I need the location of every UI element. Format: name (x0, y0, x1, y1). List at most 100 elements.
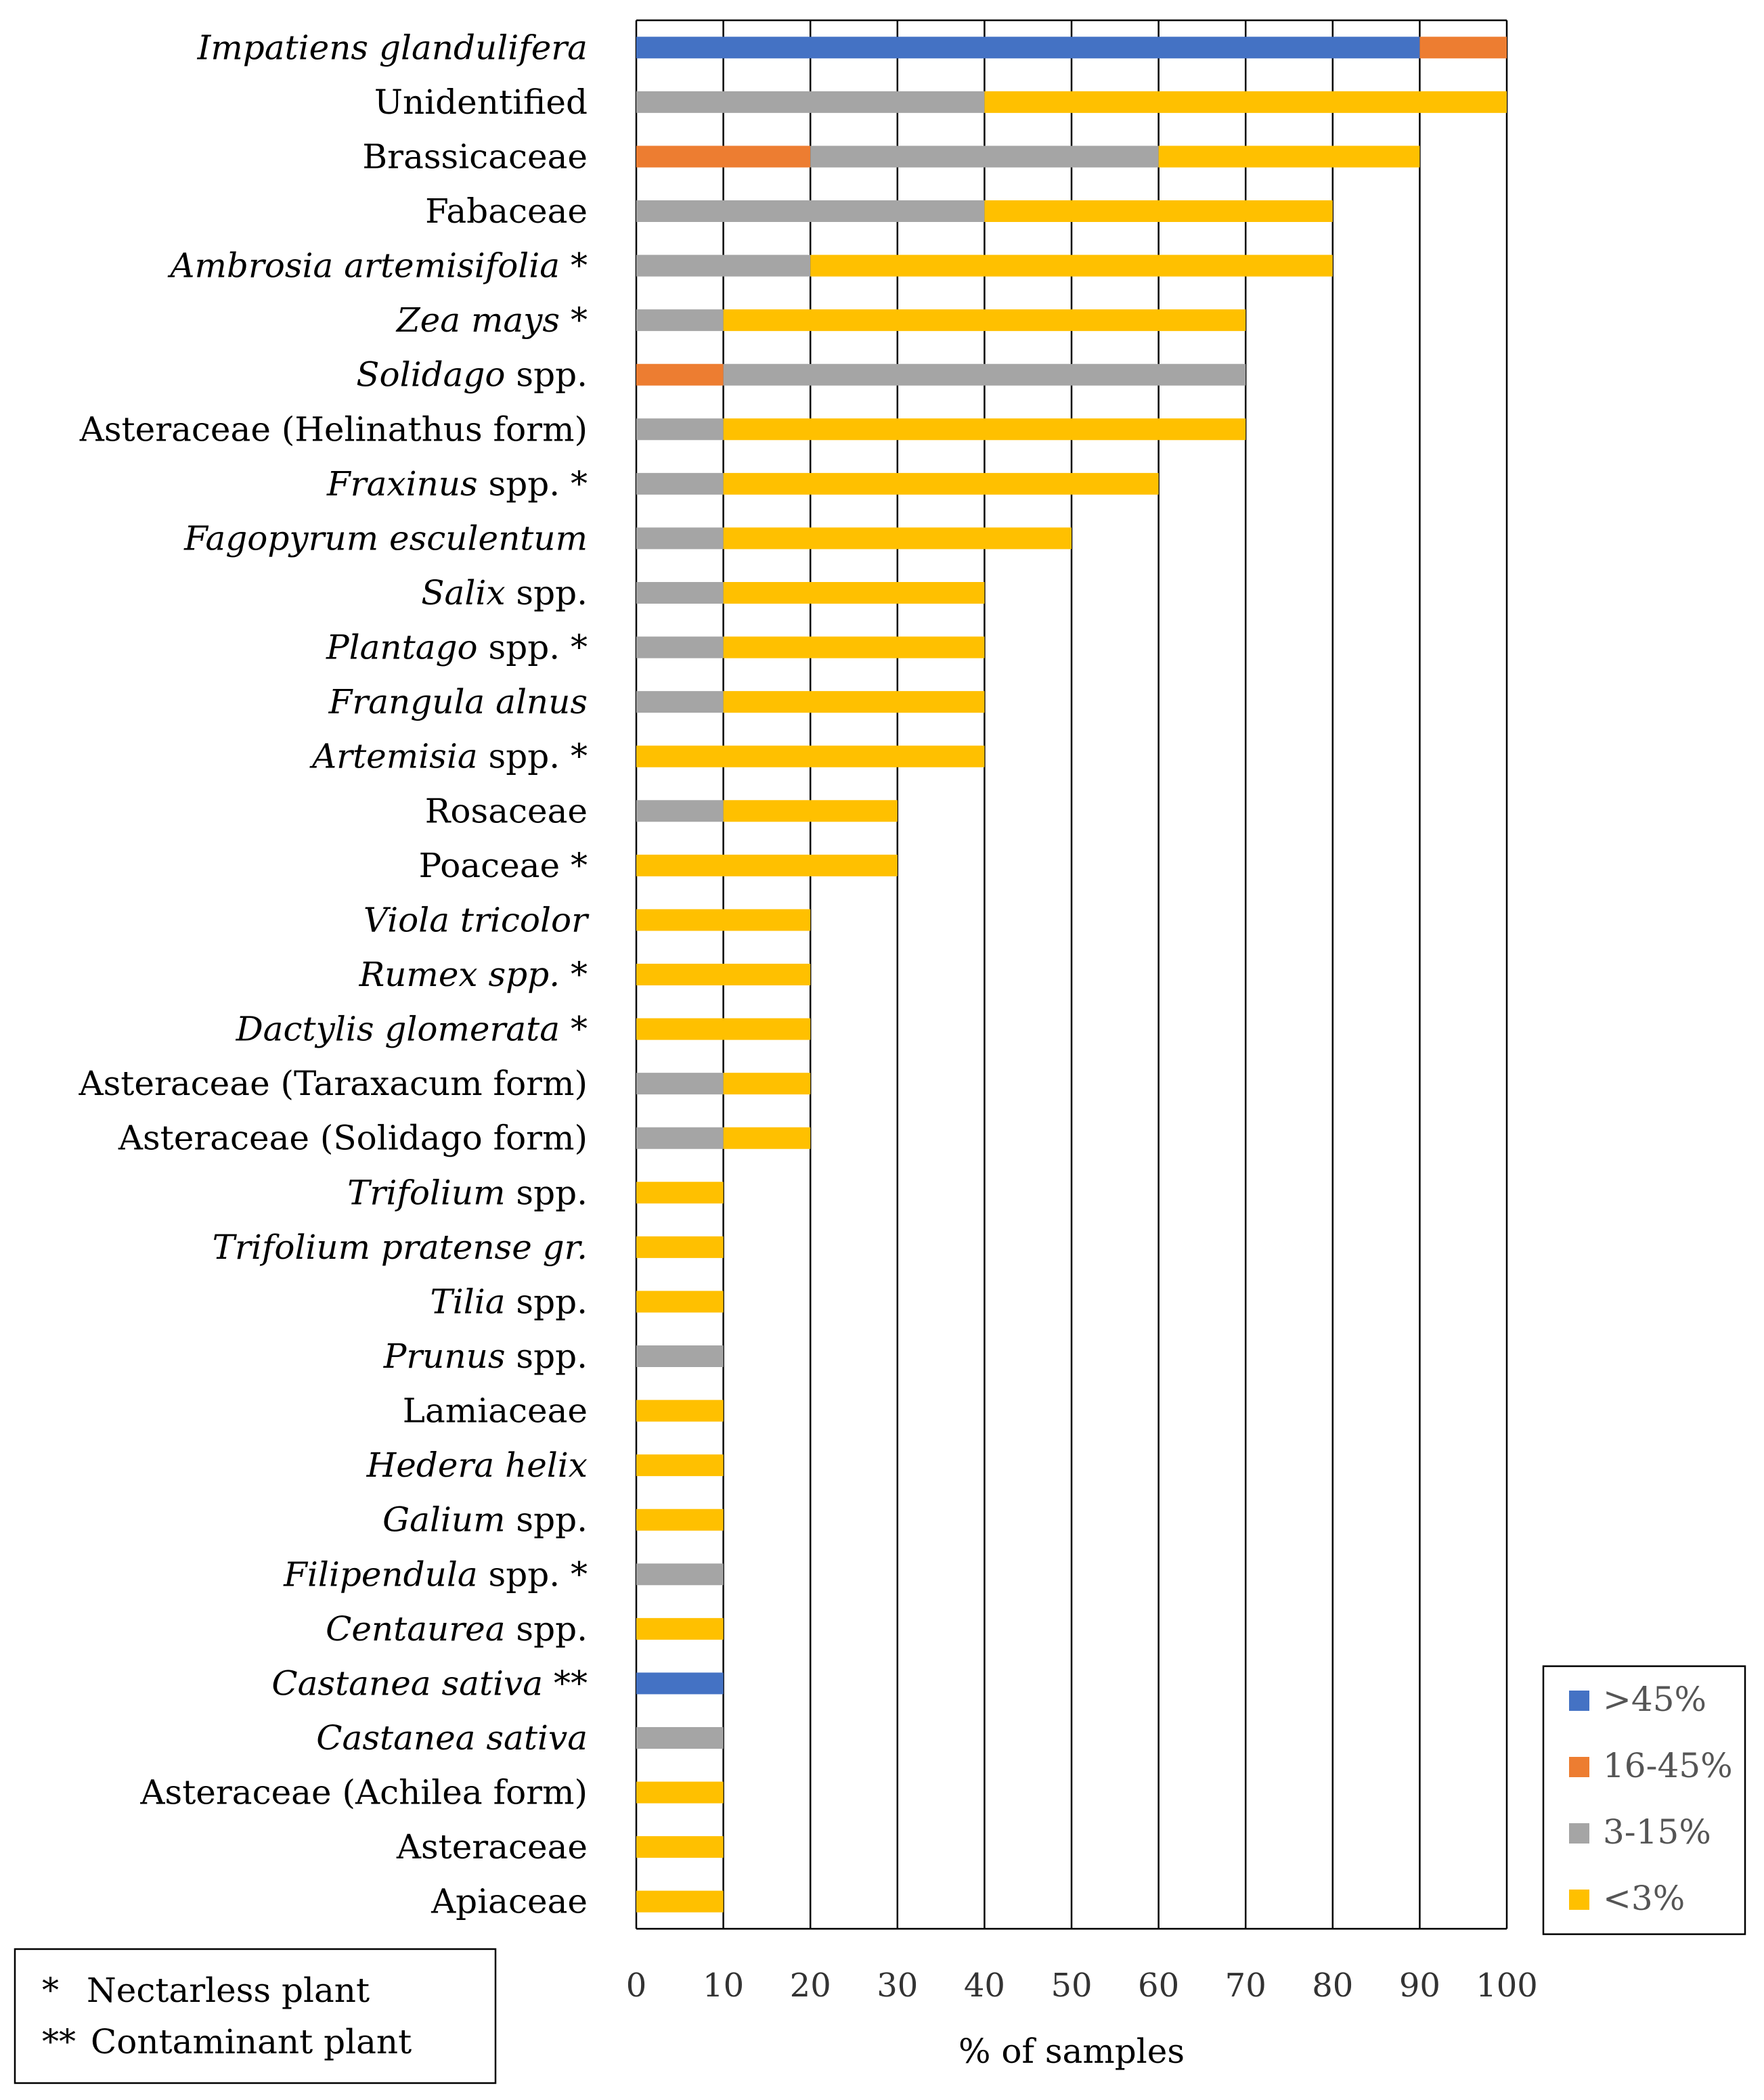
category-label-part-24-1: spp. (506, 1337, 588, 1376)
bar-segment-0-1 (1419, 37, 1507, 59)
category-label-12: Frangula alnus (328, 682, 588, 721)
category-label-part-14-0: Rosaceae (425, 791, 588, 830)
category-label-part-13-1: spp. * (478, 737, 588, 776)
category-label-30: Castanea sativa ** (271, 1663, 588, 1703)
bar-segment-5-3 (723, 309, 1246, 332)
category-label-3: Fabaceae (425, 192, 588, 231)
bar-segment-8-3 (723, 472, 1159, 495)
category-labels: Impatiens glandulifera Unidentified Brassi… (79, 28, 590, 1921)
category-label-22: Trifolium pratense gr. (213, 1228, 588, 1267)
category-label-part-23-1: spp. (506, 1282, 588, 1321)
category-label-34: Apiaceae (431, 1882, 588, 1921)
x-tick-30: 30 (877, 1967, 918, 2005)
category-label-13: Artemisia spp. * (309, 737, 588, 776)
category-label-part-10-0: Salix (421, 573, 505, 612)
bar-segment-6-1 (636, 363, 724, 386)
legend-label-2: 3-15% (1603, 1812, 1711, 1852)
category-label-9: Fagopyrum esculentum (183, 518, 588, 558)
category-label-31: Castanea sativa (316, 1718, 588, 1758)
category-label-part-29-0: Centaurea (326, 1609, 505, 1649)
bar-segment-19-2 (636, 1073, 724, 1095)
category-label-part-8-0: Fraxinus (326, 464, 478, 504)
category-label-10: Salix spp. (421, 573, 588, 612)
category-label-part-11-0: Plantago (326, 628, 478, 667)
category-label-7: Asteraceae (Helinathus form) (79, 409, 588, 449)
x-tick-40: 40 (964, 1967, 1005, 2005)
x-tick-labels: 0 10 20 30 40 50 60 70 80 90 100 (626, 1967, 1538, 2005)
bar-segment-8-2 (636, 472, 724, 495)
bar-segment-29-3 (636, 1617, 724, 1640)
bar-segment-32-3 (636, 1781, 724, 1804)
notes-box: * Nectarless plant ** Contaminant plant (14, 1948, 497, 2084)
note-symbol-1: ** (42, 2022, 76, 2061)
bar-segment-14-3 (723, 800, 898, 822)
x-tick-10: 10 (703, 1967, 744, 2005)
category-label-part-15-0: Poaceae * (419, 846, 588, 885)
category-label-part-2-0: Brassicaceae (362, 137, 588, 176)
bar-segment-19-3 (723, 1073, 811, 1095)
category-label-part-9-0: Fagopyrum esculentum (183, 518, 588, 558)
category-label-23: Tilia spp. (430, 1282, 588, 1321)
category-label-32: Asteraceae (Achilea form) (139, 1773, 588, 1812)
category-label-part-5-1: * (560, 300, 588, 340)
bar-segment-14-2 (636, 800, 724, 822)
category-label-part-4-0: Ambrosia artemisifolia (167, 246, 560, 286)
category-label-part-11-1: spp. * (478, 628, 588, 667)
category-label-part-1-0: Unidentified (374, 83, 588, 122)
category-label-part-13-0: Artemisia (309, 737, 478, 776)
category-label-4: Ambrosia artemisifolia * (167, 246, 588, 286)
legend-label-0: >45% (1603, 1680, 1706, 1719)
bar-segment-24-2 (636, 1345, 724, 1367)
bar-segment-18-3 (636, 1018, 811, 1040)
category-label-14: Rosaceae (425, 791, 588, 830)
category-label-6: Solidago spp. (356, 355, 588, 395)
category-label-15: Poaceae * (419, 846, 588, 885)
category-label-part-24-0: Prunus (383, 1337, 506, 1376)
x-tick-70: 70 (1225, 1967, 1266, 2005)
category-label-part-19-0: Asteraceae (Taraxacum form) (79, 1064, 588, 1103)
note-text-0: Nectarless plant (87, 1971, 370, 2010)
bar-segment-30-0 (636, 1672, 724, 1695)
bar-segment-11-3 (723, 636, 985, 658)
bar-segment-9-2 (636, 527, 724, 550)
category-label-part-30-1: ** (543, 1663, 588, 1703)
bar-segment-6-2 (723, 363, 1246, 386)
category-label-1: Unidentified (374, 83, 588, 122)
bar-segment-0-0 (636, 37, 1420, 59)
bar-segment-12-3 (723, 691, 985, 713)
x-tick-100: 100 (1476, 1967, 1538, 2005)
category-label-part-16-0: Viola tricolor (363, 900, 590, 939)
bar-segment-4-3 (810, 254, 1333, 277)
category-label-part-10-1: spp. (506, 573, 588, 612)
category-label-28: Filipendula spp. * (283, 1555, 588, 1594)
bar-segment-34-3 (636, 1890, 724, 1913)
category-label-19: Asteraceae (Taraxacum form) (79, 1064, 588, 1103)
category-label-part-26-0: Hedera helix (366, 1446, 588, 1485)
category-label-part-7-0: Asteraceae (Helinathus form) (79, 409, 588, 449)
category-label-21: Trifolium spp. (347, 1173, 588, 1212)
legend-label-3: <3% (1603, 1879, 1685, 1918)
bar-segment-2-1 (636, 146, 811, 168)
category-label-0: Impatiens glandulifera (197, 28, 588, 67)
notes-frame (14, 1948, 497, 2084)
bars (636, 37, 1507, 1913)
legend-label-1: 16-45% (1603, 1746, 1733, 1785)
category-label-part-28-1: spp. * (478, 1555, 588, 1594)
bar-segment-2-2 (810, 146, 1159, 168)
bar-segment-5-2 (636, 309, 724, 332)
legend: >45% 16-45% 3-15% <3% (1542, 1665, 1746, 1936)
category-label-part-32-0: Asteraceae (Achilea form) (139, 1773, 588, 1812)
category-label-part-21-1: spp. (506, 1173, 588, 1212)
category-label-part-23-0: Tilia (430, 1282, 505, 1321)
bar-segment-15-3 (636, 854, 898, 876)
bar-segment-27-3 (636, 1509, 724, 1531)
bar-segment-16-3 (636, 909, 811, 931)
bar-segment-7-3 (723, 418, 1246, 441)
category-label-part-21-0: Trifolium (347, 1173, 505, 1212)
bar-segment-3-3 (984, 200, 1333, 222)
bar-segment-3-2 (636, 200, 985, 222)
legend-swatch-2 (1569, 1823, 1589, 1844)
category-label-25: Lamiaceae (403, 1391, 588, 1431)
legend-swatch-3 (1569, 1890, 1589, 1910)
